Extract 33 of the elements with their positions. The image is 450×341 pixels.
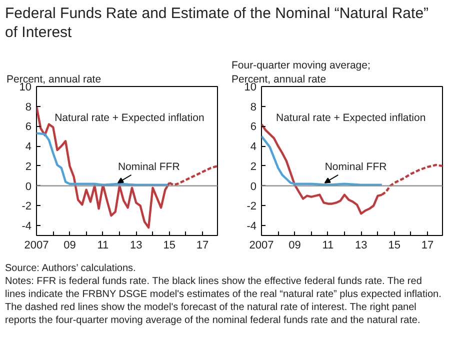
- y-tick-label: -4: [246, 220, 256, 233]
- x-tick-label: 2007: [249, 240, 274, 252]
- x-tick-label: 15: [163, 240, 176, 252]
- x-tick-label: 09: [64, 240, 76, 252]
- text: Notes: FFR is federal funds rate. The black lines show the effective federal funds rate. The red lines indicate the FRBNY DSGE model's estimates of the real “natural rate” plus expected inflation. The dashed red lines show the model's forecast of the natural rate of interest. The right panel reports the four-quarter moving average of the nominal federal funds rate and the natural rate.: [5, 276, 442, 326]
- y-tick-label: 8: [25, 101, 32, 114]
- y-tick-label: 0: [250, 180, 257, 193]
- x-tick-label: 11: [322, 240, 334, 252]
- x-tick-label: 11: [97, 240, 109, 252]
- series-label: Natural rate + Expected inflation: [54, 112, 204, 124]
- source-note: Source: Authors’ calculations.: [5, 263, 136, 274]
- y-tick-label: 2: [25, 160, 32, 173]
- x-tick-label: 2007: [24, 240, 49, 252]
- x-tick-label: 15: [388, 240, 400, 252]
- y-tick-label: 8: [250, 101, 257, 114]
- x-tick-label: 17: [196, 240, 209, 252]
- chart-title: Federal Funds Rate and Estimate of the Nominal “Natural Rate” of Interest: [5, 5, 430, 42]
- x-tick-label: 13: [355, 240, 368, 252]
- x-tick-label: 17: [421, 240, 434, 252]
- series-label: Nominal FFR: [118, 160, 180, 173]
- y-tick-label: 4: [25, 141, 32, 154]
- y-tick-label: 4: [250, 141, 257, 154]
- y-tick-label: 0: [25, 180, 32, 193]
- x-tick-label: 13: [130, 240, 142, 252]
- x-tick-label: 09: [288, 240, 301, 252]
- y-tick-label: -2: [246, 200, 256, 213]
- y-tick-label: 2: [250, 160, 257, 173]
- y-tick-label: 6: [250, 121, 257, 134]
- y-tick-label: 6: [25, 121, 32, 134]
- y-tick-label: -2: [22, 200, 32, 213]
- y-tick-label: -4: [22, 220, 32, 233]
- series-label: Natural rate + Expected inflation: [276, 112, 426, 124]
- series-label: Nominal FFR: [324, 160, 388, 173]
